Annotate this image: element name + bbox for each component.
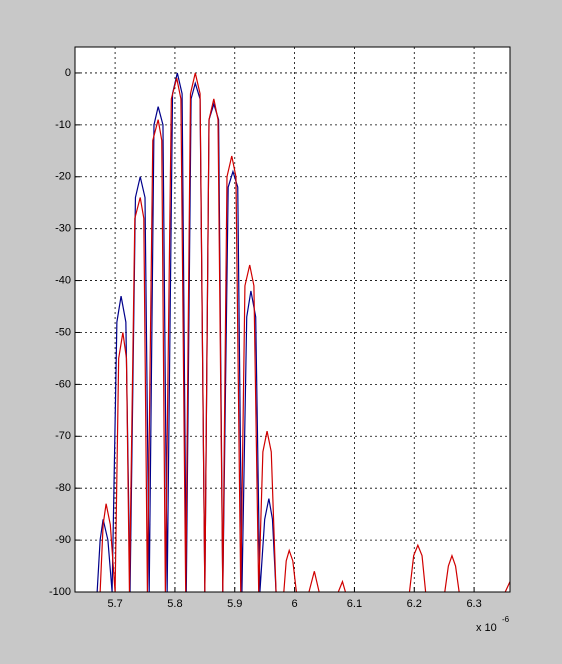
y-tick-label: -20	[55, 171, 71, 183]
y-tick-label: -50	[55, 326, 71, 338]
x-axis-exponent: -6	[502, 615, 510, 624]
x-tick-label: 6.3	[466, 598, 481, 610]
y-tick-label: -90	[55, 534, 71, 546]
axes-background	[75, 47, 510, 592]
axes-frame	[74, 46, 511, 593]
y-tick-label: -100	[49, 586, 71, 598]
y-tick-label: -80	[55, 482, 71, 494]
x-tick-label: 5.9	[227, 598, 242, 610]
x-tick-label: 5.8	[167, 598, 182, 610]
series-line	[99, 72, 510, 592]
x-tick-label: 6	[292, 598, 298, 610]
y-tick-label: -10	[55, 119, 71, 131]
y-tick-label: -30	[55, 223, 71, 235]
x-axis-multiplier: x 10	[476, 622, 497, 634]
series-line	[96, 72, 277, 592]
y-tick-label: -70	[55, 430, 71, 442]
plot-area	[96, 72, 510, 592]
x-tick-label: 6.1	[347, 598, 362, 610]
y-tick-label: 0	[65, 67, 71, 79]
y-tick-label: -60	[55, 378, 71, 390]
y-tick-label: -40	[55, 274, 71, 286]
x-tick-label: 5.7	[107, 598, 122, 610]
x-tick-label: 6.2	[407, 598, 422, 610]
